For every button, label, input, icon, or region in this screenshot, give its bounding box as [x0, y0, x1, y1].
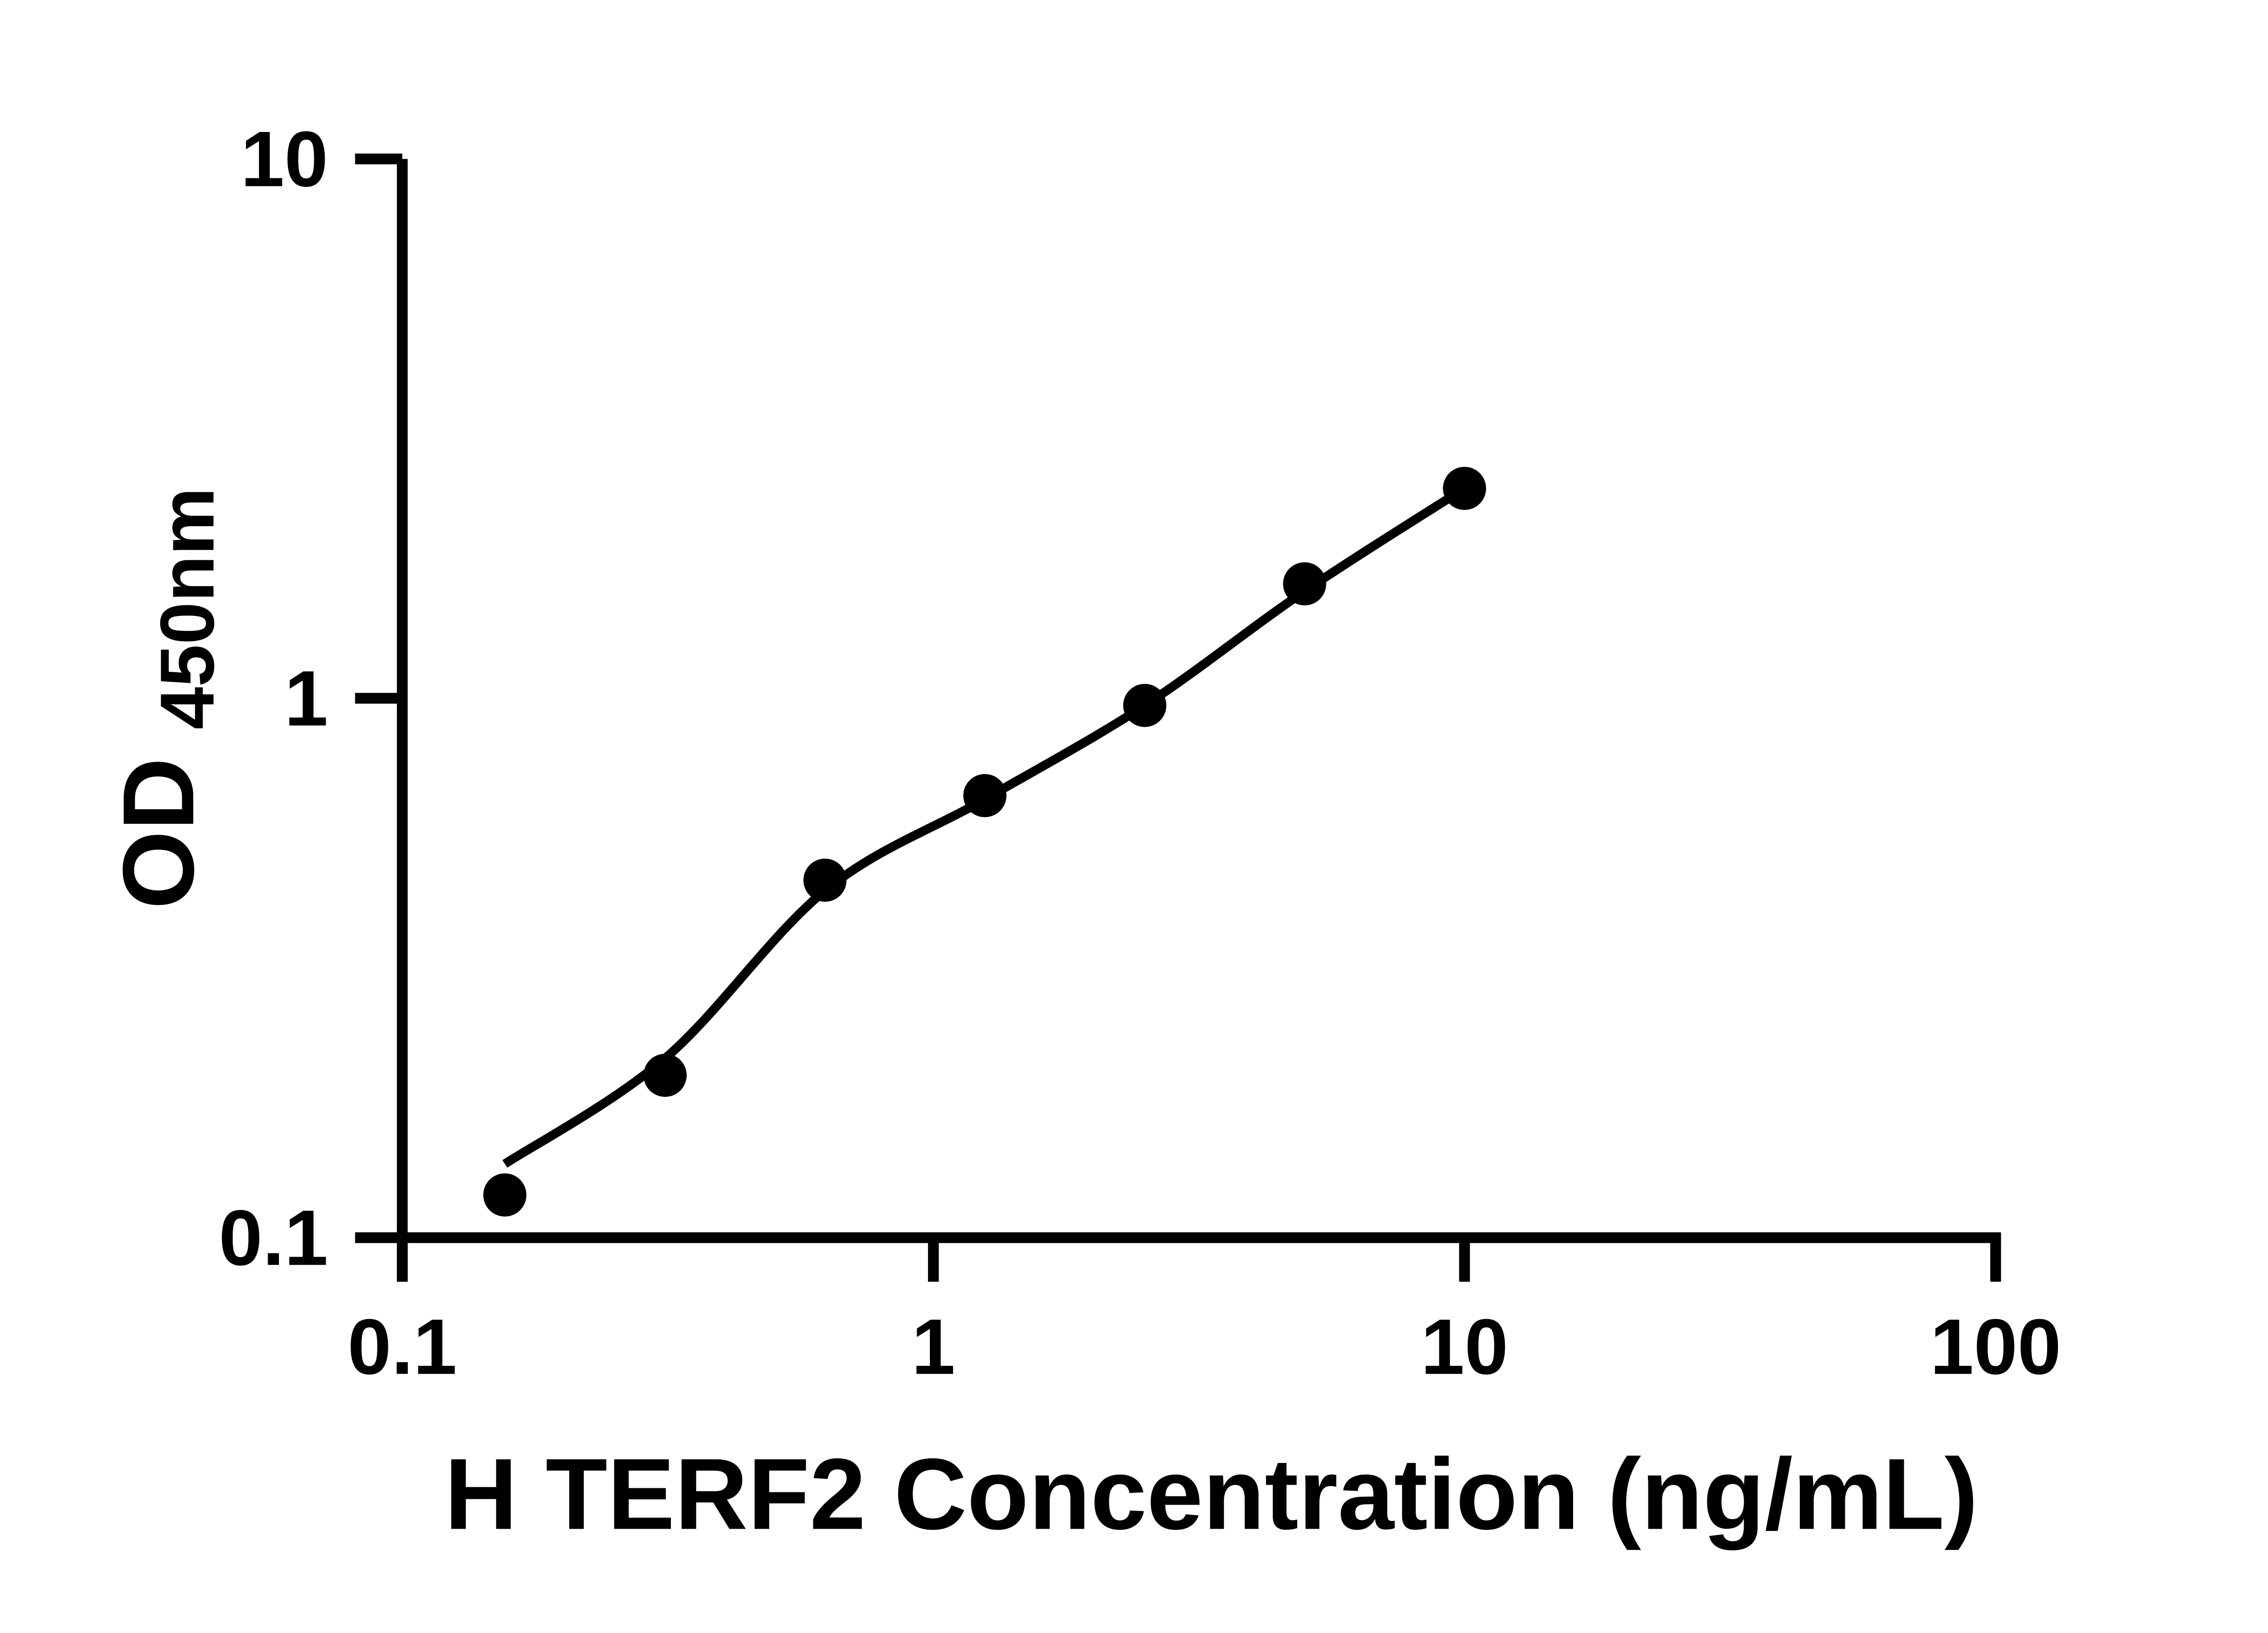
- y-tick-label: 0.1: [219, 1193, 328, 1281]
- data-point-marker: [963, 774, 1007, 817]
- x-tick-label: 1: [912, 1303, 955, 1391]
- x-tick-label: 0.1: [347, 1303, 457, 1391]
- tick-labels: 10 1 0.10.1 1 10 100: [219, 115, 2061, 1390]
- data-point-marker: [1123, 684, 1167, 727]
- x-tick-label: 10: [1421, 1303, 1508, 1391]
- y-tick-label: 10: [240, 115, 328, 203]
- data-point-marker: [803, 858, 847, 902]
- axes: [396, 159, 2001, 1282]
- data-point-marker: [1443, 467, 1486, 510]
- data-point-marker: [1283, 562, 1326, 606]
- y-tick-label: 1: [284, 654, 328, 742]
- y-axis-title-main: OD: [102, 758, 215, 909]
- data-point-marker: [643, 1053, 687, 1097]
- data-point-marker: [483, 1173, 527, 1217]
- x-axis-title: H TERF2 Concentration (ng/mL): [445, 1438, 1978, 1551]
- y-axis-title-subscript: 450nm: [145, 487, 230, 729]
- axis-ticks: [355, 153, 2001, 1282]
- data-points: [483, 467, 1486, 1217]
- y-axis-title: OD 450nm: [102, 487, 230, 909]
- x-tick-label: 100: [1930, 1303, 2061, 1391]
